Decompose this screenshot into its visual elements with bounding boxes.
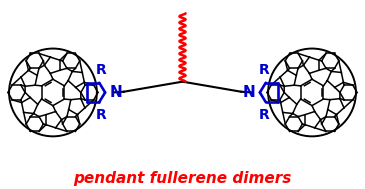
Text: pendant fullerene dimers: pendant fullerene dimers xyxy=(73,171,292,186)
Text: R: R xyxy=(96,63,106,77)
Text: R: R xyxy=(259,108,269,122)
Text: R: R xyxy=(259,63,269,77)
Text: R: R xyxy=(96,108,106,122)
Text: N: N xyxy=(110,85,123,100)
Text: N: N xyxy=(242,85,255,100)
